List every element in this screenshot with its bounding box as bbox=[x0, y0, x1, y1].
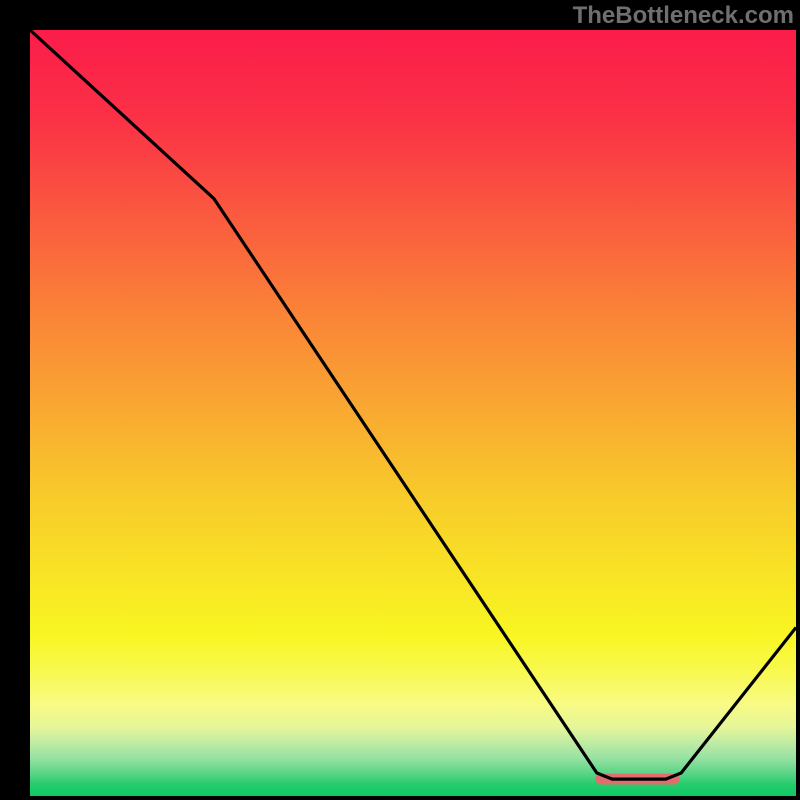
chart-container: TheBottleneck.com bbox=[0, 0, 800, 800]
plot-area bbox=[30, 30, 796, 796]
curve-overlay bbox=[30, 30, 796, 796]
watermark-text: TheBottleneck.com bbox=[573, 2, 794, 30]
bottleneck-curve bbox=[30, 30, 796, 779]
